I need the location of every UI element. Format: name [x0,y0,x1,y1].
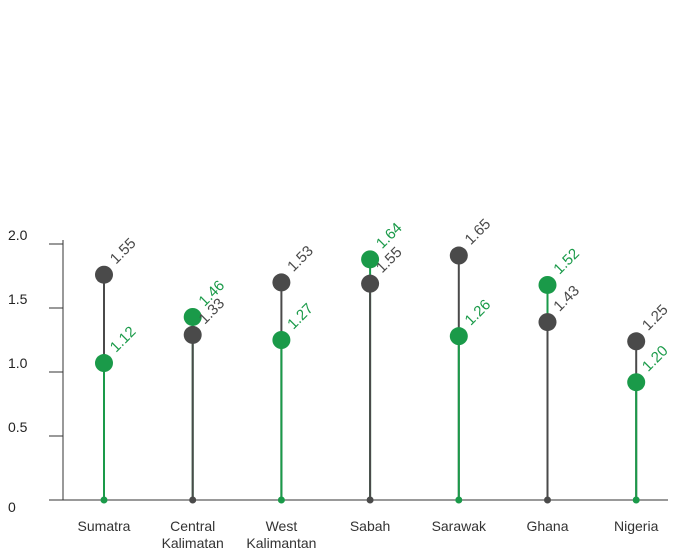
base-dot [366,496,374,504]
data-point [183,325,202,344]
y-tick-label: 0.5 [8,419,28,435]
data-label: 1.27 [284,300,317,333]
data-point [183,307,202,326]
y-tick-label: 2.0 [8,227,28,243]
x-tick-label: Kalimantan [246,535,316,551]
data-label: 1.64 [373,220,406,253]
x-tick-label: Kalimatan [162,535,224,551]
value-labels: 1.551.331.53 1.551.651.431.251.121.461.27… [107,216,672,375]
data-label: 1.26 [462,296,495,329]
data-point [538,313,557,332]
y-tick-label: 0 [8,499,16,515]
data-label: 1.53 [284,243,317,276]
x-tick-label: Ghana [526,518,568,534]
base-dot [100,496,108,504]
data-label: 1.12 [107,323,140,356]
data-label: 1.55 [373,244,406,277]
y-tick-label: 1.5 [8,291,28,307]
x-tick-label: West [266,518,298,534]
x-tick-label: Nigeria [614,518,659,534]
base-dot [189,496,197,504]
data-label: 1.55 [107,235,140,268]
x-tick-label: Sarawak [432,518,487,534]
data-label: 1.52 [550,245,583,278]
data-point [272,273,291,292]
base-dot [277,496,285,504]
data-point [272,331,291,349]
data-point [538,275,557,294]
data-point [627,332,646,351]
stems [100,255,640,504]
data-label: 1.25 [639,301,672,334]
base-dot [544,496,551,504]
data-label: 1.20 [639,342,672,375]
x-tick-label: Sumatra [78,518,131,534]
y-tick-label: 1.0 [8,355,28,371]
base-dot [632,496,640,504]
data-point [627,373,646,392]
data-point [449,246,468,265]
x-tick-label: Sabah [350,518,390,534]
data-point [95,265,113,284]
data-point [361,274,380,293]
data-point [361,250,380,269]
x-tick-label: Central [170,518,215,534]
markers [95,246,646,392]
data-point [95,354,113,373]
data-label: 1.65 [462,216,495,249]
data-point [449,327,468,346]
base-dot [455,496,463,504]
